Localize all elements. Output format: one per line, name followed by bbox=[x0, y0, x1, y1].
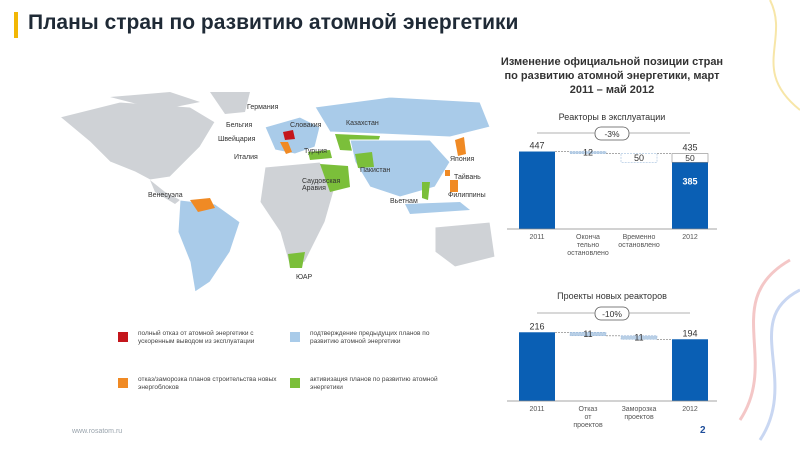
bar-start bbox=[519, 151, 555, 229]
label-japan: Япония bbox=[450, 156, 475, 163]
category-label-1-0: Отказ bbox=[579, 406, 598, 413]
vietnam-region bbox=[422, 182, 430, 200]
label-switzerland: Швейцария bbox=[218, 136, 256, 143]
australia bbox=[434, 221, 496, 268]
bar-end bbox=[672, 339, 708, 401]
label-sar: ЮАР bbox=[296, 274, 313, 281]
label-vietnam: Вьетнам bbox=[390, 198, 418, 205]
waterfall-panel: Изменение официальной позиции стран по р… bbox=[497, 55, 727, 435]
japan-region bbox=[455, 137, 466, 156]
label-italy: Италия bbox=[234, 154, 258, 161]
germany-region bbox=[283, 130, 295, 140]
category-label-2-1: проектов bbox=[624, 414, 654, 421]
category-label-1-2: остановлено bbox=[567, 250, 609, 257]
italy-region bbox=[280, 142, 292, 154]
greenland bbox=[210, 92, 250, 114]
bar-step-label-2: 11 bbox=[634, 333, 643, 343]
category-label-2-1: остановлено bbox=[618, 242, 660, 249]
decorative-swirl bbox=[738, 0, 800, 441]
category-label-3-0: 2012 bbox=[682, 406, 698, 413]
russia bbox=[314, 96, 491, 138]
venezuela-region bbox=[190, 198, 215, 212]
world-map-svg bbox=[58, 92, 496, 293]
bar-end-label: 435 bbox=[682, 143, 697, 153]
legend-text-green: активизация планов по развитию атомной э… bbox=[310, 376, 438, 391]
label-philippines: Филиппины bbox=[448, 192, 486, 199]
label-pakistan: Пакистан bbox=[360, 167, 391, 174]
change-badge bbox=[594, 306, 630, 321]
indonesia bbox=[405, 202, 470, 214]
map-legend: полный отказ от атомной энергетики с уск… bbox=[118, 330, 448, 410]
bar-start-label: 447 bbox=[529, 141, 544, 151]
taiwan-region bbox=[445, 170, 450, 176]
change-badge bbox=[594, 126, 630, 141]
bar-end-label: 194 bbox=[682, 328, 697, 338]
legend-item-red: полный отказ от атомной энергетики с уск… bbox=[118, 330, 278, 364]
bar-step-1 bbox=[569, 332, 607, 337]
change-badge-label: -10% bbox=[602, 309, 622, 319]
label-germany: Германия bbox=[247, 104, 279, 111]
footer-url: www.rosatom.ru bbox=[72, 428, 123, 435]
world-map: Германия Бельгия Швейцария Италия Словак… bbox=[50, 92, 500, 297]
bar-end-upper-label: 50 bbox=[685, 153, 695, 163]
bar-end-lower-label: 385 bbox=[682, 176, 697, 186]
change-badge-label: -3% bbox=[604, 129, 620, 139]
bar-step-1 bbox=[569, 151, 607, 154]
legend-text-red: полный отказ от атомной энергетики с уск… bbox=[138, 330, 255, 345]
label-saudi: Саудовская Аравия bbox=[302, 178, 341, 192]
bar-end-upper bbox=[671, 153, 709, 163]
label-venezuela: Венесуэла bbox=[148, 192, 183, 199]
slide-title: Планы стран по развитию атомной энергети… bbox=[28, 11, 519, 34]
legend-swatch-red bbox=[118, 332, 128, 342]
south-america bbox=[177, 199, 241, 293]
chart1-title: Реакторы в эксплуатации bbox=[558, 112, 666, 122]
canada-north bbox=[110, 92, 200, 110]
title-accent-bar bbox=[14, 12, 18, 38]
category-label-2-0: Временно bbox=[623, 234, 656, 241]
bar-end-lower bbox=[672, 162, 708, 229]
bar-step-label-2: 50 bbox=[634, 153, 644, 163]
pakistan-region bbox=[355, 152, 374, 168]
legend-swatch-blue bbox=[290, 332, 300, 342]
philippines-region bbox=[450, 180, 458, 192]
legend-text-blue: подтверждение предыдущих планов по разви… bbox=[310, 330, 430, 345]
label-turkey: Турция bbox=[304, 148, 327, 155]
chart2-title: Проекты новых реакторов bbox=[557, 291, 667, 301]
category-label-1-2: проектов bbox=[573, 422, 603, 429]
legend-swatch-green bbox=[290, 378, 300, 388]
legend-swatch-orange bbox=[118, 378, 128, 388]
north-america bbox=[58, 101, 216, 181]
bar-step-2 bbox=[620, 153, 658, 163]
label-belgium: Бельгия bbox=[226, 122, 253, 129]
category-label-3-0: 2012 bbox=[682, 234, 698, 241]
turkey-region bbox=[308, 150, 332, 160]
category-label-1-1: от bbox=[585, 414, 593, 421]
page-number: 2 bbox=[700, 425, 706, 436]
category-label-0-0: 2011 bbox=[529, 406, 544, 413]
label-taiwan: Тайвань bbox=[454, 174, 481, 181]
category-label-2-0: Заморозка bbox=[622, 406, 657, 413]
category-label-1-1: тельно bbox=[577, 242, 599, 249]
panel-title: Изменение официальной позиции стран по р… bbox=[500, 56, 724, 96]
category-label-1-0: Оконча bbox=[576, 234, 600, 241]
bar-step-2 bbox=[620, 335, 658, 340]
central-america bbox=[150, 180, 180, 204]
label-kazakhstan: Казахстан bbox=[346, 120, 379, 127]
sar-region bbox=[288, 252, 305, 268]
bar-start-label: 216 bbox=[529, 321, 544, 331]
label-slovakia: Словакия bbox=[290, 122, 322, 129]
bar-step-label-1: 12 bbox=[583, 148, 593, 158]
legend-item-blue: подтверждение предыдущих планов по разви… bbox=[290, 330, 450, 364]
category-label-0-0: 2011 bbox=[529, 234, 544, 241]
legend-item-green: активизация планов по развитию атомной э… bbox=[290, 376, 450, 410]
bar-step-label-1: 11 bbox=[583, 329, 592, 339]
bar-start bbox=[519, 332, 555, 401]
legend-item-orange: отказ/заморозка планов строительства нов… bbox=[118, 376, 278, 410]
legend-text-orange: отказ/заморозка планов строительства нов… bbox=[138, 376, 277, 391]
saudi-region bbox=[320, 164, 350, 192]
